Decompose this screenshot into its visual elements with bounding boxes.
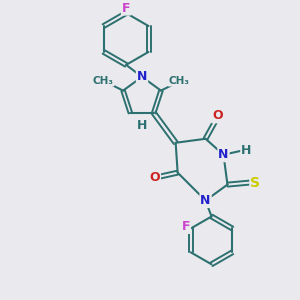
Text: H: H	[136, 119, 147, 132]
Text: CH₃: CH₃	[168, 76, 189, 85]
Text: O: O	[212, 110, 223, 122]
Text: N: N	[137, 70, 147, 83]
Text: N: N	[218, 148, 229, 161]
Text: H: H	[241, 144, 252, 157]
Text: O: O	[149, 171, 160, 184]
Text: F: F	[122, 2, 130, 15]
Text: N: N	[200, 194, 211, 207]
Text: S: S	[250, 176, 260, 190]
Text: CH₃: CH₃	[93, 76, 114, 85]
Text: F: F	[182, 220, 190, 233]
